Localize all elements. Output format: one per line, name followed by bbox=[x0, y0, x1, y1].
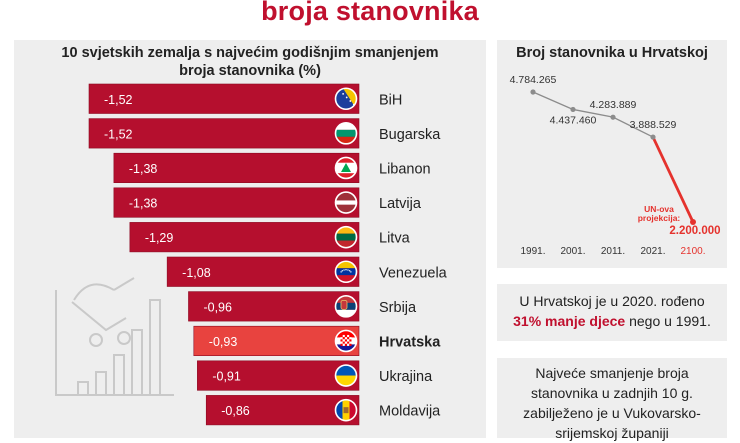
line-chart: 1991. 2001. 2011. 2021. 2100. 4.784.265 4.437.… bbox=[510, 74, 721, 257]
bar-value-label: -0,86 bbox=[221, 404, 250, 418]
bar-moldavija bbox=[205, 395, 360, 426]
left-chart-title: 10 svjetskih zemalja s najvećim godišnji… bbox=[14, 44, 486, 80]
flag-bulgaria-icon bbox=[334, 122, 358, 145]
point-value-label: 3.888.529 bbox=[630, 119, 677, 131]
country-label: Ukrajina bbox=[379, 369, 433, 385]
projection-point bbox=[690, 219, 696, 225]
country-label: Venezuela bbox=[379, 265, 448, 281]
headline: broja stanovnika bbox=[261, 0, 479, 26]
bar-hrvatska bbox=[193, 325, 360, 357]
bar-value-label: -0,91 bbox=[212, 370, 241, 384]
country-label: Hrvatska bbox=[379, 334, 441, 350]
bar-chart: -1,52 BiH -1,52 Bugarska -1,38 Libanon -1,38 La… bbox=[55, 83, 448, 426]
bar-libanon bbox=[113, 152, 360, 183]
births-text-before: U Hrvatskoj je u 2020. rođeno bbox=[519, 293, 705, 309]
projection-line bbox=[651, 136, 695, 223]
bar-value-label: -1,38 bbox=[129, 162, 158, 176]
country-label: Srbija bbox=[379, 300, 417, 316]
bar-value-label: -1,29 bbox=[145, 231, 174, 245]
bars-group: -1,52 BiH -1,52 Bugarska -1,38 Libanon -1,38 La… bbox=[88, 83, 448, 426]
flag-moldova-icon bbox=[334, 398, 358, 422]
x-tick-label: 2021. bbox=[640, 246, 665, 257]
projection-label: UN-ova bbox=[644, 204, 674, 214]
croatia-population-panel: Broj stanovnika u Hrvatskoj 1991. 2001. 20… bbox=[497, 40, 727, 268]
flag-serbia-icon bbox=[334, 295, 358, 318]
flag-latvia-icon bbox=[334, 191, 358, 214]
flag-venezuela-icon bbox=[334, 260, 358, 284]
bar-latvija bbox=[113, 187, 360, 218]
births-text-after: nego u 1991. bbox=[629, 313, 711, 329]
projection-label: projekcija: bbox=[638, 213, 681, 223]
population-point bbox=[610, 114, 616, 120]
population-point bbox=[570, 106, 576, 113]
x-tick-label: 1991. bbox=[520, 246, 545, 257]
left-chart-title-line1: 10 svjetskih zemalja s najvećim godišnji… bbox=[61, 45, 439, 61]
population-point bbox=[650, 134, 656, 140]
bar-litva bbox=[129, 222, 360, 253]
decline-text: Najveće smanjenje broja stanovnika u zad… bbox=[523, 365, 701, 441]
x-tick-label: 2100. bbox=[680, 246, 705, 257]
births-highlight: 31% manje djece bbox=[513, 313, 626, 329]
bar-bih bbox=[88, 83, 360, 114]
bar-srbija bbox=[188, 291, 360, 322]
bar-value-label: -1,52 bbox=[104, 127, 133, 141]
left-chart-title-line2: broja stanovnika (%) bbox=[179, 63, 321, 79]
bar-value-label: -1,08 bbox=[182, 266, 211, 280]
bar-value-label: -1,38 bbox=[129, 197, 158, 211]
flag-ukraine-icon bbox=[334, 364, 358, 387]
bar-ukrajina bbox=[197, 360, 360, 391]
population-point bbox=[530, 89, 536, 95]
births-info-box: U Hrvatskoj je u 2020. rođeno 31% manje … bbox=[497, 284, 727, 341]
bar-venezuela bbox=[166, 256, 360, 287]
croatia-chart-title: Broj stanovnika u Hrvatskoj bbox=[516, 45, 708, 61]
bar-value-label: -0,96 bbox=[203, 300, 232, 314]
country-label: Latvija bbox=[379, 196, 422, 212]
point-value-label: 4.283.889 bbox=[590, 99, 637, 111]
bar-value-label: -0,93 bbox=[209, 335, 238, 349]
country-label: BiH bbox=[379, 92, 402, 108]
country-label: Libanon bbox=[379, 161, 431, 177]
decline-info-box: Najveće smanjenje broja stanovnika u zad… bbox=[497, 358, 727, 441]
line-chart-group: 1991. 2001. 2011. 2021. 2100. 4.784.265 4.437.… bbox=[510, 74, 721, 257]
flag-bih-icon bbox=[334, 87, 358, 111]
flag-lithuania-icon bbox=[334, 225, 358, 249]
country-label: Bugarska bbox=[379, 127, 441, 143]
x-tick-label: 2011. bbox=[601, 246, 625, 257]
point-value-label: 4.784.265 bbox=[510, 74, 557, 86]
point-value-label: 4.437.460 bbox=[550, 114, 597, 126]
bar-bugarska bbox=[88, 118, 360, 149]
flag-croatia-icon bbox=[334, 329, 358, 353]
flag-lebanon-icon bbox=[334, 156, 358, 180]
x-tick-label: 2001. bbox=[560, 246, 585, 257]
baby-stroller-illustration bbox=[55, 277, 174, 396]
country-label: Litva bbox=[379, 231, 411, 247]
country-label: Moldavija bbox=[379, 404, 441, 420]
births-text: U Hrvatskoj je u 2020. rođeno 31% manje … bbox=[505, 291, 719, 331]
left-chart-panel: 10 svjetskih zemalja s najvećim godišnji… bbox=[14, 40, 486, 438]
bar-value-label: -1,52 bbox=[104, 93, 133, 107]
projection-value-label: 2.200.000 bbox=[669, 225, 720, 237]
population-line bbox=[532, 91, 654, 138]
